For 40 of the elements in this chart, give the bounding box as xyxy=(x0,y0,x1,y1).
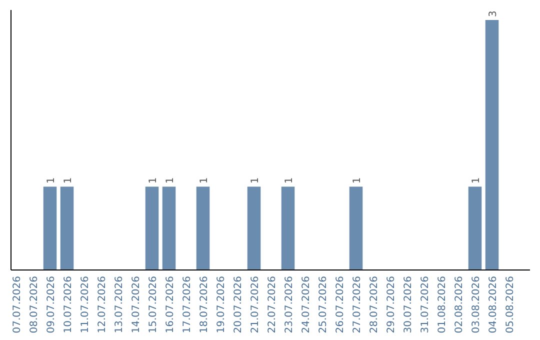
x-tick-label: 13.07.2026 xyxy=(114,276,125,334)
data-label: 1 xyxy=(471,177,482,184)
data-label: 1 xyxy=(165,177,176,184)
x-tick-label: 03.08.2026 xyxy=(471,276,482,334)
x-tick-label: 04.08.2026 xyxy=(488,276,499,334)
x-tick-label: 26.07.2026 xyxy=(335,276,346,334)
data-label: 1 xyxy=(284,177,295,184)
x-tick-label: 14.07.2026 xyxy=(131,276,142,334)
x-tick-label: 27.07.2026 xyxy=(352,276,363,334)
x-tick-label: 30.07.2026 xyxy=(403,276,414,334)
x-tick-label: 23.07.2026 xyxy=(284,276,295,334)
data-label: 3 xyxy=(488,10,499,17)
data-label: 1 xyxy=(199,177,210,184)
x-tick-label: 29.07.2026 xyxy=(386,276,397,334)
x-tick-label: 08.07.2026 xyxy=(29,276,40,334)
x-tick-label: 28.07.2026 xyxy=(369,276,380,334)
x-tick-label: 21.07.2026 xyxy=(250,276,261,334)
data-label: 1 xyxy=(148,177,159,184)
x-tick-label: 01.08.2026 xyxy=(437,276,448,334)
x-tick-label: 02.08.2026 xyxy=(454,276,465,334)
x-tick-label: 22.07.2026 xyxy=(267,276,278,334)
data-label: 1 xyxy=(63,177,74,184)
data-label: 1 xyxy=(250,177,261,184)
x-tick-label: 31.07.2026 xyxy=(420,276,431,334)
data-label: 1 xyxy=(352,177,363,184)
x-tick-label: 25.07.2026 xyxy=(318,276,329,334)
x-tick-label: 17.07.2026 xyxy=(182,276,193,334)
x-tick-label: 09.07.2026 xyxy=(46,276,57,334)
data-label: 1 xyxy=(46,177,57,184)
x-tick-label: 12.07.2026 xyxy=(97,276,108,334)
x-tick-label: 15.07.2026 xyxy=(148,276,159,334)
x-tick-label: 18.07.2026 xyxy=(199,276,210,334)
x-tick-label: 24.07.2026 xyxy=(301,276,312,334)
x-tick-label: 16.07.2026 xyxy=(165,276,176,334)
x-tick-label: 05.08.2026 xyxy=(505,276,516,334)
x-tick-label: 10.07.2026 xyxy=(63,276,74,334)
x-tick-label: 20.07.2026 xyxy=(233,276,244,334)
x-tick-label: 11.07.2026 xyxy=(80,276,91,334)
x-tick-label: 19.07.2026 xyxy=(216,276,227,334)
x-tick-label: 07.07.2026 xyxy=(12,276,23,334)
